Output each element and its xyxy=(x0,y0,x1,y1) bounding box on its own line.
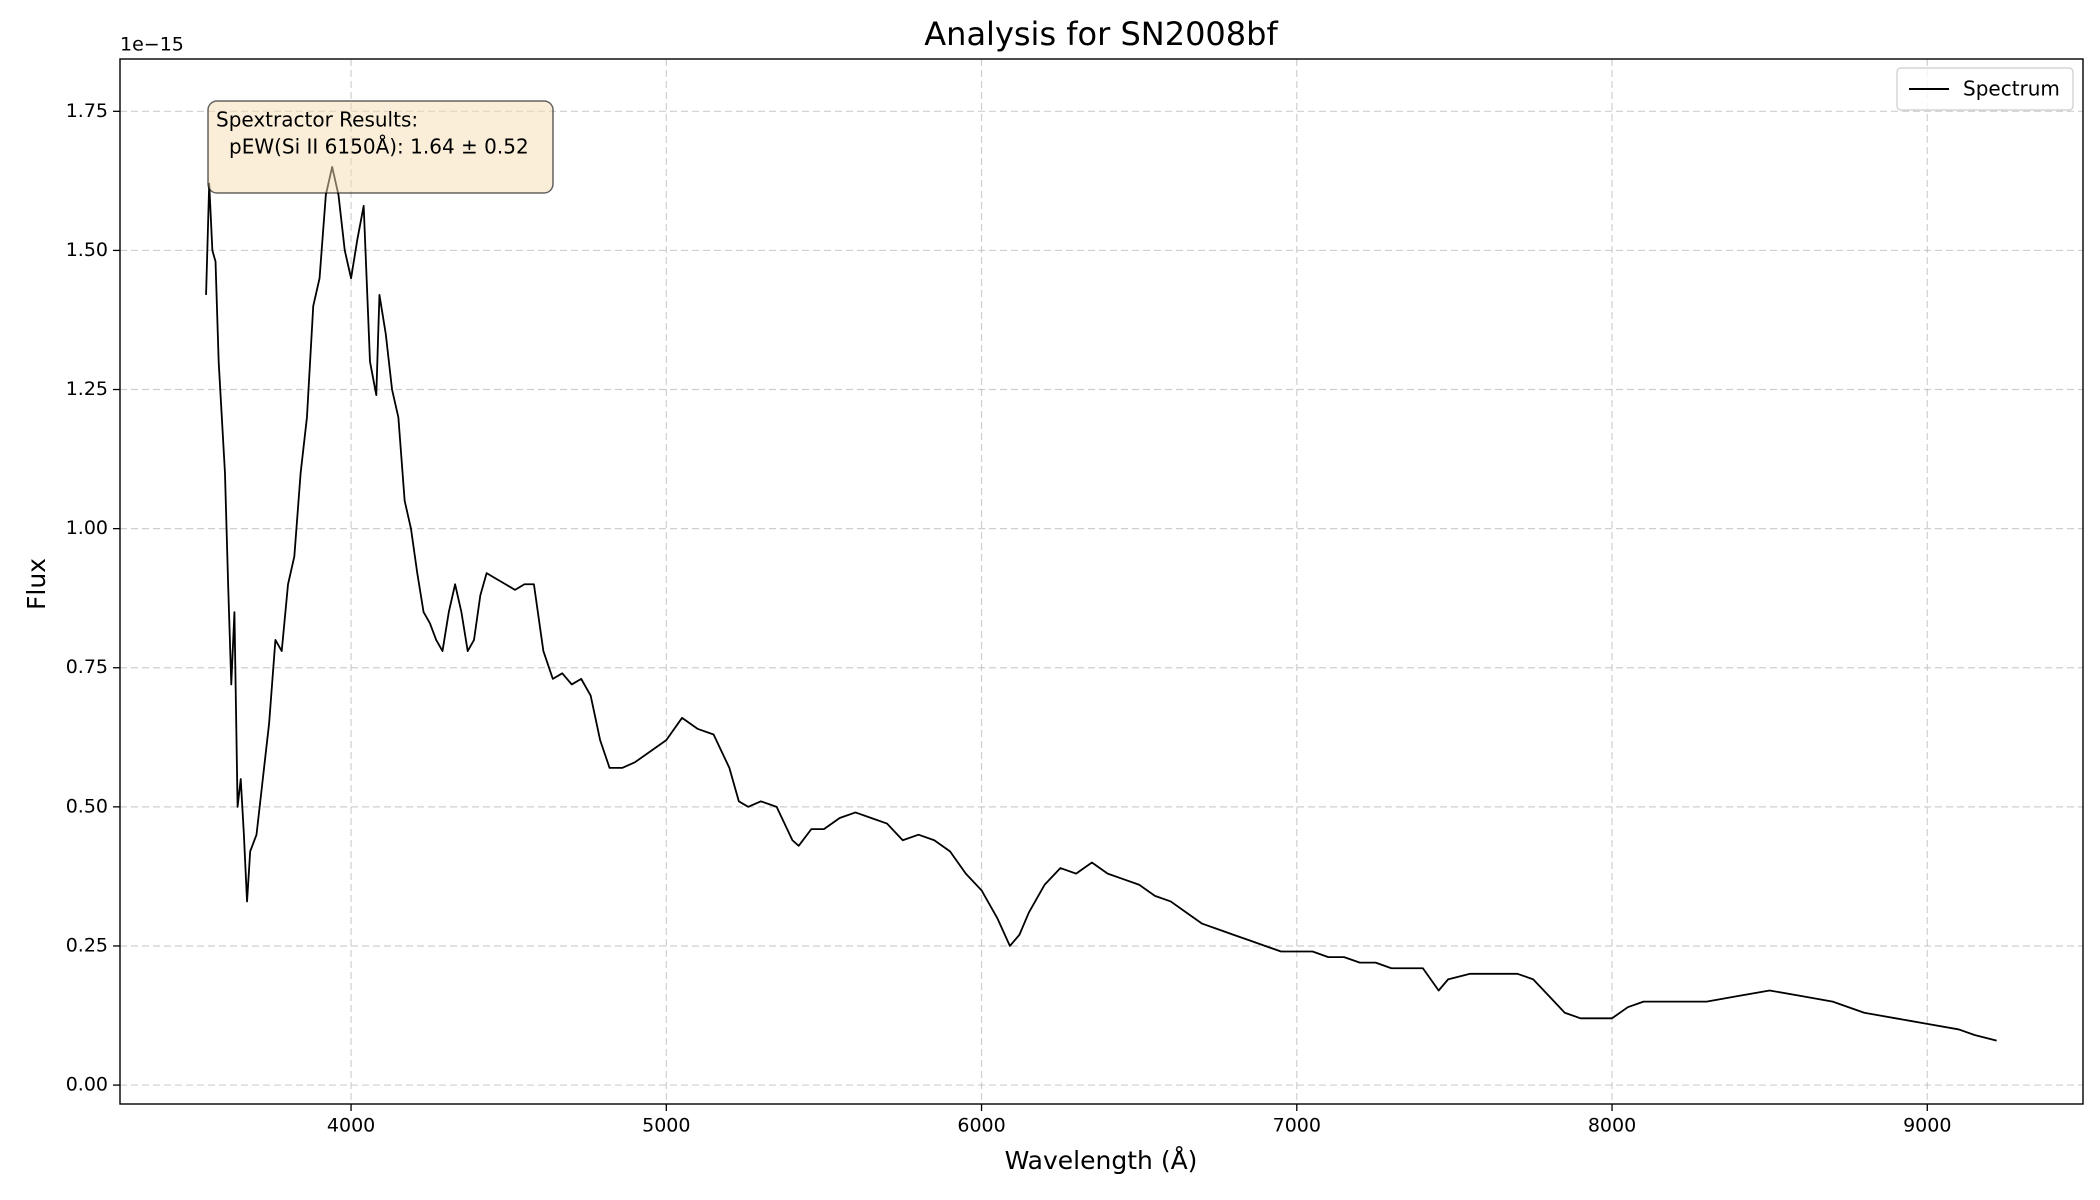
annotation-text: Spextractor Results: xyxy=(216,108,418,132)
y-tick-label: 0.00 xyxy=(66,1074,108,1096)
y-tick-label: 0.25 xyxy=(66,934,108,956)
y-axis-label: Flux xyxy=(22,558,51,610)
x-tick-label: 4000 xyxy=(327,1115,375,1137)
x-tick-label: 8000 xyxy=(1588,1115,1636,1137)
spectrum-line xyxy=(205,166,1997,1042)
annotation-box xyxy=(207,100,554,194)
y-tick-label: 0.75 xyxy=(66,656,108,678)
x-tick-label: 9000 xyxy=(1903,1115,1951,1137)
x-tick-label: 6000 xyxy=(957,1115,1005,1137)
plot-frame xyxy=(119,58,2084,1105)
legend-box xyxy=(1896,67,2074,111)
x-tick-label: 7000 xyxy=(1273,1115,1321,1137)
legend-label: Spectrum xyxy=(1963,77,2060,101)
x-axis-label: Wavelength (Å) xyxy=(1005,1146,1198,1175)
y-tick-label: 0.50 xyxy=(66,795,108,817)
y-tick-label: 1.00 xyxy=(66,517,108,539)
y-tick-label: 1.75 xyxy=(66,100,108,122)
y-tick-label: 1.50 xyxy=(66,239,108,261)
y-tick-label: 1.25 xyxy=(66,378,108,400)
annotation-text: pEW(Si II 6150Å): 1.64 ± 0.52 xyxy=(229,135,529,159)
y-offset-label: 1e−15 xyxy=(120,34,184,56)
x-tick-label: 5000 xyxy=(642,1115,690,1137)
chart-title: Analysis for SN2008bf xyxy=(924,15,1278,53)
